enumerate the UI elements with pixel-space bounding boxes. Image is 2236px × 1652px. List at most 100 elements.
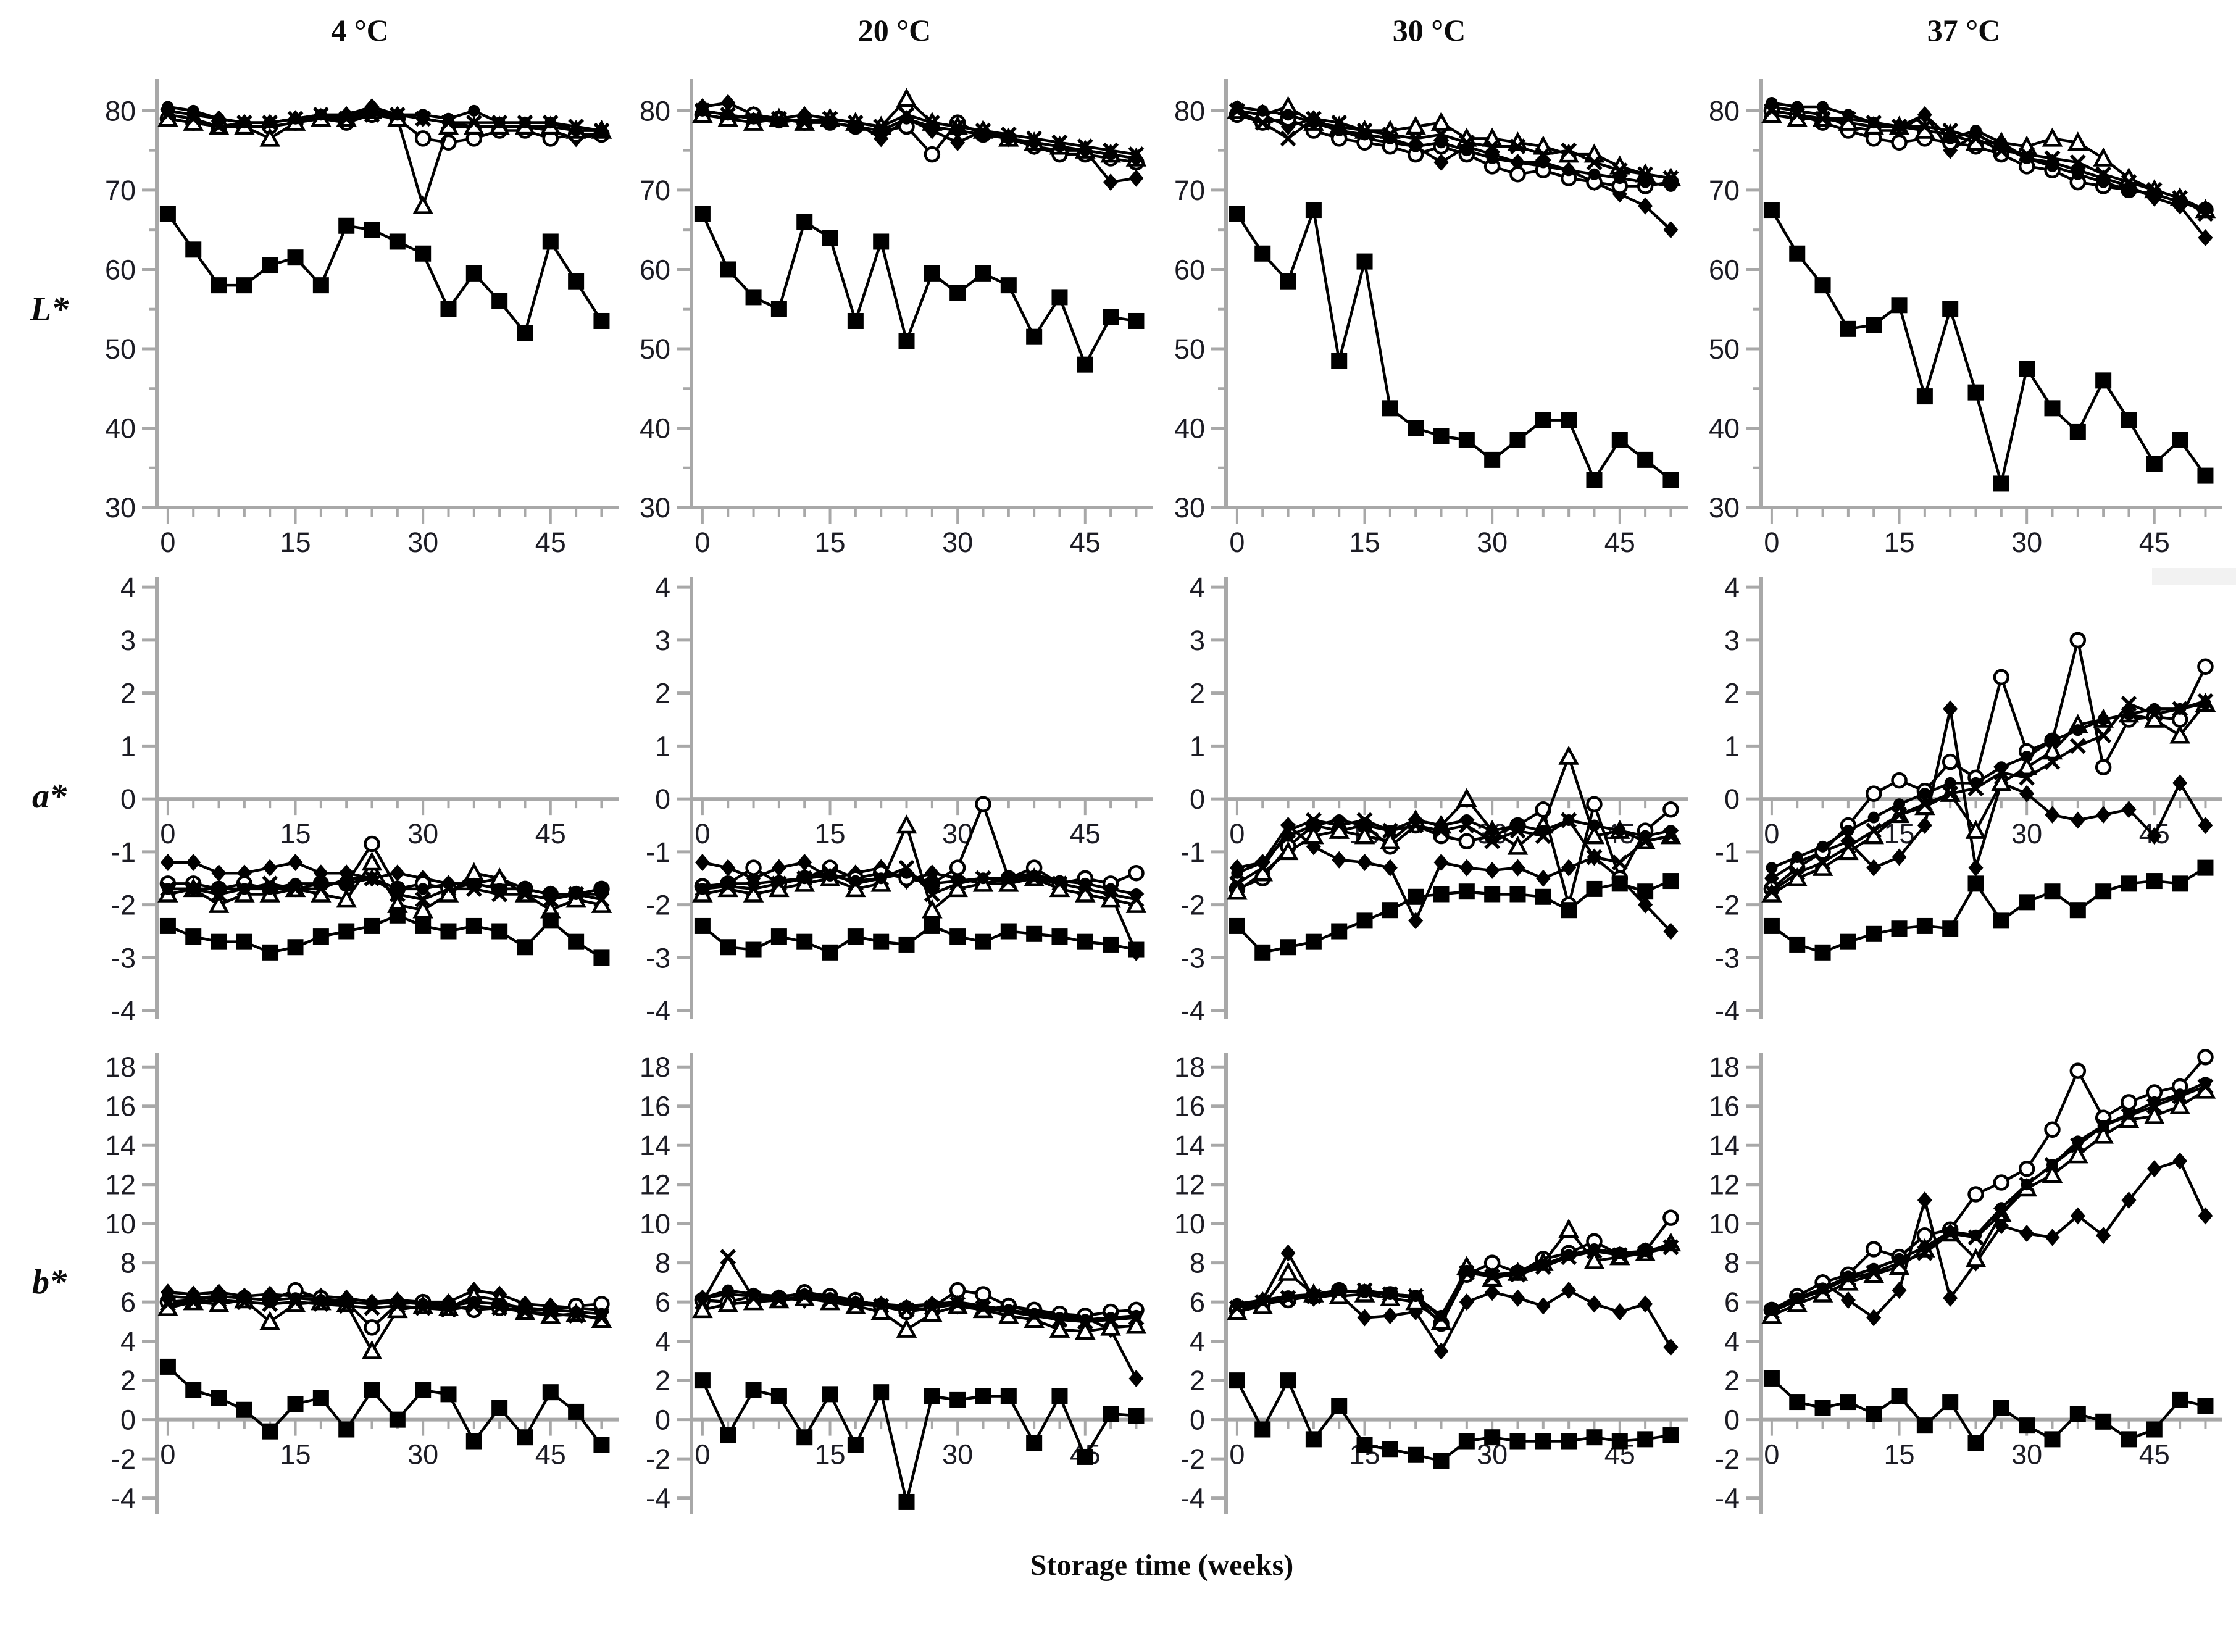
series-filled-circle <box>1231 101 1677 192</box>
svg-text:16: 16 <box>640 1091 670 1122</box>
svg-text:30: 30 <box>2011 1439 2042 1471</box>
chart-panel-bstar-30c: -4 -2 0 2 4 6 8 10 12 14 16 18 0 15 30 45 <box>1162 1035 1696 1530</box>
svg-text:-2: -2 <box>1180 1443 1205 1475</box>
svg-text:0: 0 <box>1229 527 1245 558</box>
svg-text:60: 60 <box>1709 254 1740 285</box>
series-open-triangle <box>1227 96 1682 186</box>
svg-text:-1: -1 <box>1715 836 1740 868</box>
svg-text:30: 30 <box>942 1439 973 1471</box>
row-label-bstar: b* <box>32 1263 67 1301</box>
svg-text:0: 0 <box>1724 1404 1740 1436</box>
series-filled-diamond <box>160 854 609 903</box>
svg-text:70: 70 <box>105 175 136 206</box>
svg-text:4: 4 <box>120 1326 136 1358</box>
svg-text:10: 10 <box>1709 1208 1740 1240</box>
svg-text:1: 1 <box>1190 730 1205 762</box>
svg-text:50: 50 <box>640 333 670 365</box>
svg-text:14: 14 <box>1174 1130 1205 1161</box>
svg-text:12: 12 <box>1709 1169 1740 1201</box>
svg-text:4: 4 <box>655 572 670 603</box>
svg-text:60: 60 <box>105 254 136 285</box>
svg-text:60: 60 <box>640 254 670 285</box>
svg-text:15: 15 <box>280 527 311 558</box>
svg-text:12: 12 <box>640 1169 670 1201</box>
row-label-lstar: L* <box>30 290 69 328</box>
svg-text:14: 14 <box>1709 1130 1740 1161</box>
svg-text:2: 2 <box>655 1365 670 1396</box>
svg-text:0: 0 <box>695 527 710 558</box>
svg-text:0: 0 <box>1229 1439 1245 1471</box>
svg-text:15: 15 <box>1350 527 1380 558</box>
svg-text:-4: -4 <box>1180 995 1205 1027</box>
svg-text:-4: -4 <box>111 1483 136 1514</box>
svg-text:0: 0 <box>1229 818 1245 849</box>
svg-text:-1: -1 <box>111 836 136 868</box>
svg-text:0: 0 <box>655 1404 670 1436</box>
svg-text:0: 0 <box>1190 783 1205 815</box>
svg-text:0: 0 <box>160 1439 175 1471</box>
chart-svg: 30 40 50 60 70 80 0 15 30 45 <box>1709 79 2222 558</box>
svg-text:70: 70 <box>640 175 670 206</box>
svg-text:4: 4 <box>1724 1326 1740 1358</box>
series-filled-square <box>1763 859 2214 961</box>
svg-text:30: 30 <box>1477 527 1508 558</box>
svg-text:8: 8 <box>1190 1248 1205 1279</box>
svg-text:15: 15 <box>1884 527 1915 558</box>
svg-text:45: 45 <box>535 1439 566 1471</box>
footer-spacer <box>6 1530 93 1609</box>
svg-text:0: 0 <box>120 1404 136 1436</box>
svg-text:-4: -4 <box>1180 1483 1205 1514</box>
chart-panel-lstar-37c: 30 40 50 60 70 80 0 15 30 45 <box>1696 60 2231 558</box>
grid-corner-spacer <box>6 4 93 60</box>
series-filled-circle <box>162 101 607 137</box>
svg-text:18: 18 <box>640 1051 670 1083</box>
svg-text:10: 10 <box>105 1208 136 1240</box>
svg-text:0: 0 <box>1764 1439 1779 1471</box>
svg-text:-1: -1 <box>1180 836 1205 868</box>
svg-text:30: 30 <box>2011 818 2042 849</box>
svg-text:0: 0 <box>1190 1404 1205 1436</box>
chart-svg: 30 40 50 60 70 80 0 15 30 45 <box>1174 79 1688 558</box>
svg-text:3: 3 <box>1724 625 1740 656</box>
svg-text:0: 0 <box>1764 818 1779 849</box>
svg-text:-3: -3 <box>646 942 670 974</box>
svg-text:70: 70 <box>1174 175 1205 206</box>
series-filled-circle <box>1766 97 2211 216</box>
svg-text:40: 40 <box>105 412 136 444</box>
svg-text:15: 15 <box>1884 1439 1915 1471</box>
svg-text:45: 45 <box>2139 527 2170 558</box>
svg-text:-3: -3 <box>1715 942 1740 974</box>
svg-text:-1: -1 <box>646 836 670 868</box>
svg-text:0: 0 <box>1724 783 1740 815</box>
svg-text:30: 30 <box>105 492 136 524</box>
svg-text:0: 0 <box>695 818 710 849</box>
svg-text:45: 45 <box>1070 527 1101 558</box>
svg-text:18: 18 <box>105 1051 136 1083</box>
row-label-astar: a* <box>32 777 67 816</box>
svg-text:30: 30 <box>1709 492 1740 524</box>
svg-text:70: 70 <box>1709 175 1740 206</box>
chart-svg: -4 -3 -2 -1 0 1 2 3 4 0 15 30 45 <box>111 572 619 1027</box>
series-filled-square <box>1763 1370 2214 1451</box>
svg-text:16: 16 <box>1174 1091 1205 1122</box>
series-filled-square <box>1763 202 2214 492</box>
svg-text:12: 12 <box>105 1169 136 1201</box>
svg-text:15: 15 <box>815 818 846 849</box>
svg-text:15: 15 <box>815 527 846 558</box>
svg-text:60: 60 <box>1174 254 1205 285</box>
svg-text:-2: -2 <box>1715 890 1740 921</box>
svg-text:80: 80 <box>105 95 136 127</box>
svg-text:-2: -2 <box>111 1443 136 1475</box>
svg-text:45: 45 <box>535 527 566 558</box>
artifact-patch <box>2152 568 2236 585</box>
x-axis-title: Storage time (weeks) <box>1030 1549 1294 1582</box>
svg-text:30: 30 <box>2011 527 2042 558</box>
series-filled-circle <box>1766 698 2211 874</box>
figure-grid: 4 °C 20 °C 30 °C 37 °C L* 30 40 50 60 70 80 0 1… <box>6 4 2231 1609</box>
svg-text:40: 40 <box>1709 412 1740 444</box>
svg-text:0: 0 <box>120 783 136 815</box>
svg-text:16: 16 <box>1709 1091 1740 1122</box>
svg-text:-4: -4 <box>1715 1483 1740 1514</box>
